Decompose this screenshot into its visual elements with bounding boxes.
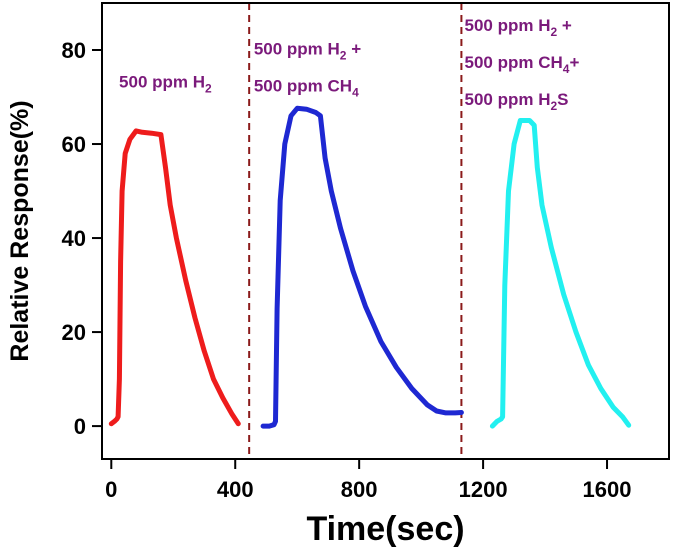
series-line-0 xyxy=(108,128,241,427)
series-lines xyxy=(108,105,632,429)
phase-dividers xyxy=(248,3,463,459)
x-axis-label: Time(sec) xyxy=(306,510,464,548)
annotation-text: 500 ppm H xyxy=(465,16,551,35)
x-tick-label: 800 xyxy=(341,477,378,502)
y-tick-label: 60 xyxy=(62,132,86,157)
y-tick-label: 40 xyxy=(62,226,86,251)
annotation-text: 500 ppm H xyxy=(119,73,205,92)
x-tick-label: 0 xyxy=(105,477,117,502)
annotation-text: + xyxy=(346,40,361,59)
x-axis-ticks: 0 400 800 1200 1600 xyxy=(105,459,632,502)
annotation-text: 500 ppm H xyxy=(465,90,551,109)
x-tick-label: 1200 xyxy=(459,477,508,502)
gas-annotation-0: 500 ppm H2 xyxy=(119,73,212,96)
x-tick-label: 1600 xyxy=(583,477,632,502)
gas-annotation-2: 500 ppm H2 +500 ppm CH4+ 500 ppm H2S xyxy=(465,16,580,113)
annotation-text: 500 ppm H xyxy=(254,40,340,59)
annotation-subscript: 2 xyxy=(340,49,347,63)
annotation-subscript: 2 xyxy=(550,99,557,113)
y-axis-label: Relative Response(%) xyxy=(6,100,34,361)
y-tick-label: 0 xyxy=(74,414,86,439)
gas-annotation-1: 500 ppm H2 +500 ppm CH4 xyxy=(254,40,361,100)
annotation-text: 500 ppm CH xyxy=(254,77,352,96)
annotation-subscript: 2 xyxy=(205,82,212,96)
y-tick-label: 20 xyxy=(62,320,86,345)
annotation-subscript: 4 xyxy=(563,62,570,76)
plot-frame xyxy=(101,2,670,460)
x-tick-label: 400 xyxy=(217,477,254,502)
series-line-1 xyxy=(260,105,464,429)
annotation-text: S xyxy=(557,90,568,109)
y-tick-label: 80 xyxy=(62,38,86,63)
series-line-2 xyxy=(489,118,632,429)
annotation-subscript: 4 xyxy=(352,86,359,100)
y-axis-ticks: 0 20 40 60 80 xyxy=(62,38,102,439)
annotation-text: + xyxy=(569,53,579,72)
annotation-text: + xyxy=(557,16,572,35)
annotation-text: 500 ppm CH xyxy=(465,53,563,72)
annotation-subscript: 2 xyxy=(550,25,557,39)
